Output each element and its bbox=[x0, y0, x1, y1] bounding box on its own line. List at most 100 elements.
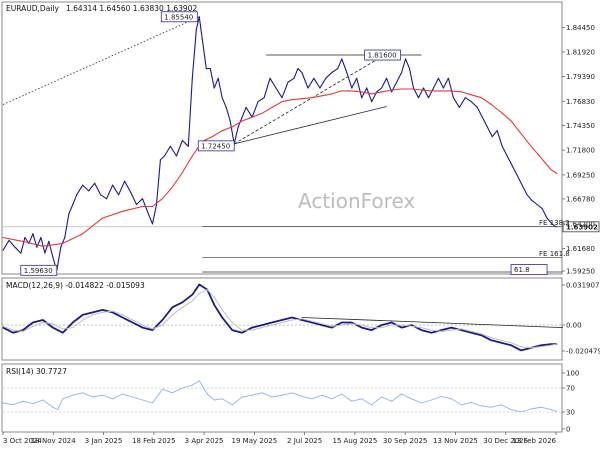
data-point bbox=[408, 68, 411, 70]
data-point bbox=[12, 404, 14, 406]
data-point bbox=[412, 87, 415, 89]
data-point bbox=[229, 120, 231, 122]
data-point bbox=[530, 347, 532, 349]
data-point bbox=[94, 182, 96, 184]
price-annotation-box bbox=[160, 11, 198, 23]
data-point bbox=[251, 116, 253, 118]
data-point bbox=[351, 87, 353, 89]
data-point bbox=[371, 404, 373, 406]
data-point bbox=[213, 304, 215, 306]
data-point bbox=[311, 321, 313, 324]
data-point bbox=[510, 344, 512, 346]
data-point bbox=[269, 77, 271, 79]
level-lines bbox=[3, 226, 562, 413]
data-point bbox=[420, 89, 423, 91]
data-point bbox=[301, 319, 303, 321]
data-point bbox=[72, 394, 74, 396]
data-point bbox=[321, 95, 323, 97]
x-tick-label: 13 Feb 2026 bbox=[512, 437, 556, 445]
data-point bbox=[371, 329, 373, 331]
data-point bbox=[76, 194, 78, 196]
data-point bbox=[430, 332, 433, 334]
data-point bbox=[480, 405, 482, 407]
data-point bbox=[337, 68, 339, 70]
data-point bbox=[124, 180, 126, 182]
data-point bbox=[102, 309, 104, 311]
data-point bbox=[520, 133, 522, 135]
x-tick-label: 3 Oct 2024 bbox=[3, 437, 42, 445]
data-point bbox=[42, 321, 44, 324]
data-point bbox=[410, 325, 413, 327]
data-point bbox=[381, 324, 383, 326]
data-point bbox=[159, 159, 161, 161]
data-point bbox=[20, 252, 22, 254]
current-price-label: 1.63902 bbox=[566, 223, 598, 231]
data-point bbox=[241, 120, 243, 122]
data-point bbox=[291, 316, 293, 319]
data-point bbox=[401, 327, 403, 329]
data-point bbox=[410, 324, 413, 326]
data-point bbox=[151, 329, 154, 331]
data-point bbox=[2, 249, 4, 251]
data-point bbox=[52, 256, 54, 258]
data-point bbox=[550, 169, 552, 171]
data-point bbox=[231, 321, 233, 324]
data-point bbox=[118, 194, 120, 196]
data-point bbox=[361, 398, 363, 400]
data-point bbox=[151, 223, 154, 225]
data-point bbox=[540, 157, 542, 159]
data-point bbox=[163, 155, 165, 157]
data-point bbox=[301, 98, 303, 100]
data-point bbox=[460, 328, 462, 330]
x-tick-label: 13 Nov 2025 bbox=[433, 437, 478, 445]
data-point bbox=[135, 203, 138, 206]
data-point bbox=[351, 400, 353, 402]
data-point bbox=[209, 68, 211, 70]
data-point bbox=[331, 325, 333, 327]
data-point bbox=[521, 184, 523, 186]
data-point bbox=[422, 87, 425, 89]
data-point bbox=[161, 319, 163, 321]
data-point bbox=[396, 81, 398, 83]
data-point bbox=[191, 300, 193, 302]
data-point bbox=[241, 332, 243, 334]
price-annotation-box bbox=[197, 140, 235, 152]
data-point bbox=[2, 325, 4, 327]
data-point bbox=[231, 126, 233, 128]
data-point bbox=[40, 236, 42, 239]
data-point bbox=[470, 332, 472, 334]
data-point bbox=[516, 174, 518, 176]
price-annotation-label: 1.72450 bbox=[201, 142, 230, 150]
data-point bbox=[481, 116, 483, 118]
y-tick-label: 1.71800 bbox=[566, 147, 595, 155]
data-point bbox=[251, 329, 253, 331]
data-point bbox=[500, 111, 502, 113]
data-point bbox=[198, 283, 200, 286]
data-point bbox=[480, 334, 482, 336]
data-point bbox=[401, 88, 403, 90]
y-tick-label: 1.69250 bbox=[566, 171, 595, 179]
data-point bbox=[102, 394, 104, 396]
y-tick-label: 1.66780 bbox=[566, 195, 595, 203]
data-point bbox=[450, 327, 452, 329]
data-point bbox=[141, 324, 144, 326]
data-point bbox=[122, 393, 124, 395]
data-point bbox=[100, 194, 102, 196]
data-point bbox=[213, 87, 215, 89]
data-point bbox=[42, 319, 44, 321]
data-point bbox=[430, 90, 433, 92]
data-point bbox=[271, 106, 273, 108]
data-point bbox=[405, 58, 407, 60]
data-point bbox=[221, 309, 223, 311]
data-point bbox=[556, 172, 558, 175]
data-point bbox=[32, 233, 34, 235]
data-point bbox=[500, 342, 502, 344]
data-point bbox=[281, 97, 283, 99]
data-point bbox=[351, 323, 353, 325]
data-point bbox=[391, 91, 393, 93]
data-point bbox=[112, 184, 114, 186]
price-annotation-label: 1.59630 bbox=[24, 267, 53, 275]
data-point bbox=[271, 396, 273, 398]
data-point bbox=[198, 292, 200, 294]
